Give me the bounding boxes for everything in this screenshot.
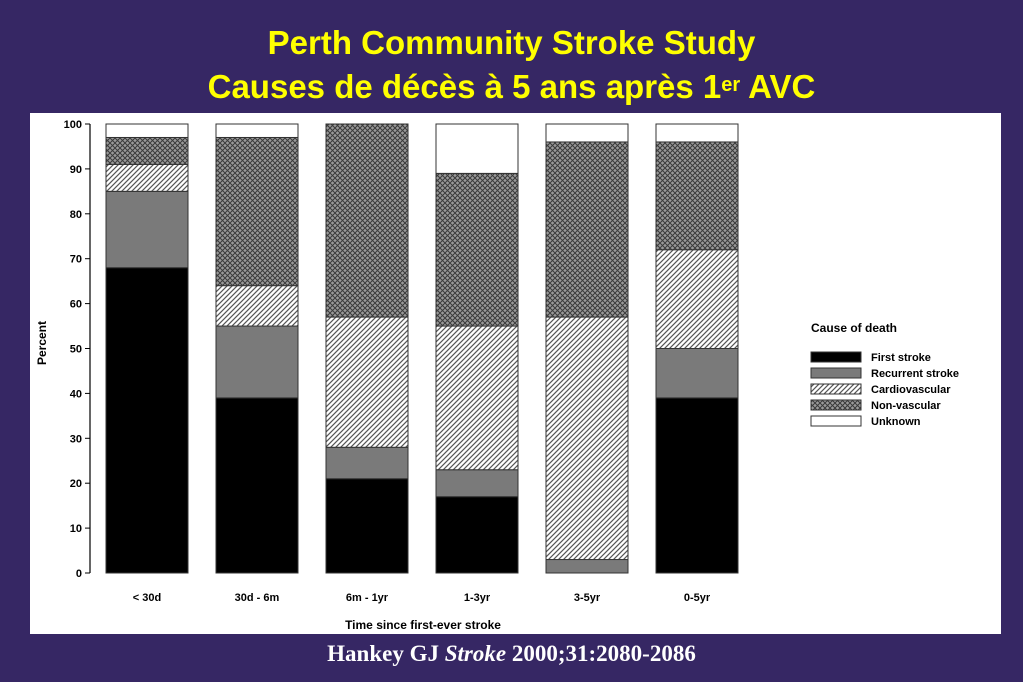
x-axis-label: Time since first-ever stroke bbox=[345, 618, 501, 632]
bar-segment-non-vascular bbox=[655, 141, 739, 251]
legend-label-non-vascular: Non-vascular bbox=[871, 400, 941, 412]
bar-stack-3-5yr bbox=[545, 123, 629, 574]
y-tick-label: 80 bbox=[70, 209, 82, 221]
x-tick-label: 6m - 1yr bbox=[346, 592, 389, 604]
legend-swatch-recurrent-stroke bbox=[810, 367, 862, 379]
legend-label-recurrent-stroke: Recurrent stroke bbox=[871, 368, 959, 380]
x-tick-label: 1-3yr bbox=[464, 592, 491, 604]
bar-segment-non-vascular bbox=[105, 136, 189, 165]
legend-label-cardiovascular: Cardiovascular bbox=[871, 384, 951, 396]
bar-segment-cardiovascular bbox=[435, 325, 519, 471]
bar-segment-cardiovascular bbox=[655, 249, 739, 349]
legend: Cause of death First stroke Recurrent stro… bbox=[810, 321, 959, 428]
bar-stack-0-5yr bbox=[655, 123, 739, 574]
bars-layer bbox=[105, 123, 739, 574]
y-axis: 0 10 20 30 40 50 60 70 80 90 100 bbox=[64, 119, 91, 580]
bar-segment-recurrent-stroke bbox=[655, 348, 739, 399]
bar-segment-recurrent-stroke bbox=[105, 190, 189, 269]
legend-label-unknown: Unknown bbox=[871, 416, 921, 428]
legend-swatch-first-stroke bbox=[810, 351, 862, 363]
legend-swatch-non-vascular bbox=[810, 399, 862, 411]
x-tick-label: < 30d bbox=[133, 592, 161, 604]
citation: Hankey GJ Stroke 2000;31:2080-2086 bbox=[0, 639, 1023, 669]
subtitle-tail: AVC bbox=[740, 68, 816, 105]
y-tick-label: 20 bbox=[70, 478, 82, 490]
x-axis-ticks: < 30d 30d - 6m 6m - 1yr 1-3yr 3-5yr 0-5yr bbox=[133, 592, 711, 604]
bar-segment-non-vascular bbox=[215, 136, 299, 287]
y-tick-label: 60 bbox=[70, 299, 82, 311]
bar-segment-recurrent-stroke bbox=[325, 446, 409, 480]
bar-stack-30d-6m bbox=[215, 123, 299, 574]
bar-segment-unknown bbox=[105, 123, 189, 138]
y-tick-label: 10 bbox=[70, 523, 82, 535]
y-tick-label: 50 bbox=[70, 344, 82, 356]
x-tick-label: 0-5yr bbox=[684, 592, 711, 604]
legend-label-first-stroke: First stroke bbox=[871, 352, 931, 364]
bar-segment-cardiovascular bbox=[105, 163, 189, 192]
y-tick-label: 100 bbox=[64, 119, 82, 131]
bar-segment-first-stroke bbox=[105, 267, 189, 574]
x-tick-label: 3-5yr bbox=[574, 592, 601, 604]
slide-subtitle: Causes de décès à 5 ans après 1er AVC bbox=[0, 67, 1023, 107]
bar-segment-cardiovascular bbox=[325, 316, 409, 448]
bar-segment-unknown bbox=[545, 123, 629, 143]
legend-title: Cause of death bbox=[811, 321, 897, 335]
legend-swatch-unknown bbox=[810, 415, 862, 427]
stacked-bar-chart: 0 10 20 30 40 50 60 70 80 90 100 < 30d 30d - 6m 6m -… bbox=[35, 119, 959, 632]
subtitle-main: Causes de décès à 5 ans après 1 bbox=[207, 68, 722, 105]
bar-segment-cardiovascular bbox=[215, 285, 299, 327]
bar-stack-30d bbox=[105, 123, 189, 574]
bar-segment-non-vascular bbox=[435, 172, 519, 327]
legend-swatch-cardiovascular bbox=[810, 383, 862, 395]
bar-segment-recurrent-stroke bbox=[435, 469, 519, 498]
bar-segment-non-vascular bbox=[545, 141, 629, 318]
bar-segment-non-vascular bbox=[325, 123, 409, 318]
subtitle-superscript: er bbox=[721, 74, 741, 96]
bar-segment-first-stroke bbox=[215, 397, 299, 574]
bar-segment-first-stroke bbox=[435, 496, 519, 574]
bar-stack-6m-1yr bbox=[325, 123, 409, 574]
y-tick-label: 30 bbox=[70, 433, 82, 445]
bar-stack-1-3yr bbox=[435, 123, 519, 574]
y-tick-label: 90 bbox=[70, 164, 82, 176]
slide-title: Perth Community Stroke Study bbox=[267, 24, 756, 61]
x-tick-label: 30d - 6m bbox=[235, 592, 280, 604]
citation-journal: Stroke bbox=[444, 641, 507, 666]
citation-author: Hankey GJ bbox=[327, 641, 445, 666]
bar-segment-first-stroke bbox=[655, 397, 739, 574]
bar-segment-recurrent-stroke bbox=[215, 325, 299, 399]
y-axis-label: Percent bbox=[35, 321, 49, 365]
y-tick-label: 0 bbox=[76, 568, 82, 580]
y-tick-label: 70 bbox=[70, 254, 82, 266]
bar-segment-cardiovascular bbox=[545, 316, 629, 561]
bar-segment-unknown bbox=[215, 123, 299, 138]
bar-segment-unknown bbox=[435, 123, 519, 174]
bar-segment-first-stroke bbox=[325, 478, 409, 574]
y-tick-label: 40 bbox=[70, 388, 82, 400]
bar-segment-unknown bbox=[655, 123, 739, 143]
chart-panel: 0 10 20 30 40 50 60 70 80 90 100 < 30d 30d - 6m 6m -… bbox=[30, 113, 1001, 634]
bar-segment-recurrent-stroke bbox=[545, 559, 629, 574]
citation-ref: 2000;31:2080-2086 bbox=[506, 641, 696, 666]
